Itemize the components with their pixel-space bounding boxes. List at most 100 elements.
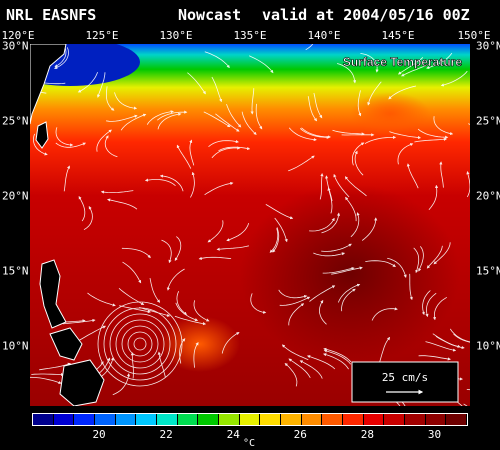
current-streamline — [389, 131, 422, 140]
current-streamline — [319, 299, 327, 325]
current-streamline — [406, 163, 419, 189]
current-streamline — [211, 76, 223, 103]
current-streamline — [78, 196, 86, 222]
current-streamline — [174, 315, 207, 326]
current-streamline — [425, 341, 457, 352]
current-streamline — [176, 144, 192, 169]
valid-time: valid at 2004/05/16 00Z — [262, 6, 470, 24]
warm-pool — [240, 184, 460, 364]
current-streamline — [288, 127, 317, 142]
velocity-legend: 25 cm/s — [351, 361, 459, 403]
current-streamline — [336, 63, 357, 84]
current-streamline — [274, 217, 288, 243]
current-streamline — [409, 273, 413, 301]
current-streamline — [250, 88, 255, 115]
current-streamline — [371, 307, 398, 321]
eddy-ring — [121, 325, 159, 363]
landmass-group — [30, 44, 105, 406]
current-streamline — [397, 57, 424, 75]
current-streamline — [204, 181, 234, 196]
current-streamline — [176, 291, 188, 315]
current-streamline — [265, 204, 294, 220]
colorbar-tick-label: 22 — [159, 428, 173, 441]
colorbar-segment — [53, 414, 75, 425]
current-streamline — [198, 256, 232, 260]
eddy-ring — [103, 307, 177, 381]
current-streamline — [332, 129, 365, 136]
current-streamline — [414, 137, 447, 143]
current-streamline — [250, 293, 267, 314]
current-streamline — [30, 376, 62, 385]
current-streamline — [321, 212, 341, 234]
current-streamline — [361, 217, 378, 241]
hot-spot — [160, 316, 240, 372]
lat-label: 10°N — [2, 339, 29, 353]
map-header: NRL EASNFS Nowcast valid at 2004/05/16 0… — [0, 0, 500, 28]
current-streamline — [97, 72, 106, 98]
current-streamline — [114, 92, 138, 110]
colorbar-segment — [281, 414, 302, 425]
current-streamline — [321, 243, 352, 252]
current-streamline — [354, 150, 364, 176]
current-streamline — [387, 257, 407, 278]
current-streamline — [299, 360, 323, 379]
lon-label: 140°E — [307, 29, 341, 42]
current-streamline — [83, 205, 93, 231]
current-streamline — [32, 133, 48, 156]
current-streamline — [309, 285, 336, 302]
current-streamline — [426, 245, 443, 269]
current-streamline — [272, 227, 280, 253]
current-streamline — [31, 372, 65, 377]
eddy-ring — [109, 313, 171, 375]
lon-label: 125°E — [85, 29, 119, 42]
colorbar-segment — [136, 414, 158, 425]
current-streamline — [428, 184, 439, 210]
current-streamline — [299, 128, 330, 139]
colorbar-segment — [301, 414, 323, 425]
current-streamline — [313, 92, 323, 119]
surface-temperature-map: Surface Temperature 25 cm/s — [30, 44, 470, 406]
colorbar-segment — [239, 414, 261, 425]
current-streamline — [193, 300, 210, 322]
current-streamline — [322, 266, 355, 274]
current-streamline — [367, 81, 382, 106]
current-streamline — [323, 349, 352, 365]
current-streamline — [440, 70, 468, 87]
current-streamline — [119, 305, 151, 314]
landmass-taiwan — [35, 121, 49, 149]
current-streamline — [344, 176, 367, 197]
current-streamline — [426, 52, 453, 69]
current-streamline — [337, 283, 361, 303]
legend-scale-label: 25 cm/s — [382, 371, 428, 384]
current-streamline — [379, 336, 391, 362]
current-streamline — [107, 198, 138, 210]
colorbar-segment — [198, 414, 220, 425]
current-streamline — [417, 128, 449, 139]
lat-label: 25°N — [2, 114, 29, 128]
current-streamline — [327, 187, 333, 214]
current-streamline — [187, 72, 206, 95]
landmass-luzon — [39, 259, 67, 329]
colorbar-segment — [405, 414, 426, 425]
lon-label: 145°E — [381, 29, 415, 42]
lon-label: 150°E — [457, 29, 491, 42]
current-streamline — [466, 171, 470, 198]
current-streamline — [203, 111, 231, 128]
current-streamline — [331, 266, 363, 275]
current-streamline — [345, 196, 357, 222]
current-streamline — [425, 292, 437, 318]
current-streamline — [130, 352, 134, 379]
colorbar-tick-label: 20 — [92, 428, 106, 441]
current-streamline — [139, 307, 171, 317]
colorbar-segment — [157, 414, 178, 425]
colorbar-segment — [343, 414, 364, 425]
current-streamline — [241, 111, 257, 135]
current-streamline — [121, 247, 151, 259]
colorbar-unit: °C — [243, 438, 256, 449]
current-streamline — [400, 63, 431, 77]
current-streamline — [161, 239, 172, 264]
eddy-ring — [127, 331, 153, 357]
current-streamline — [218, 146, 251, 152]
current-streamline — [439, 161, 444, 188]
current-streamline — [207, 220, 224, 243]
